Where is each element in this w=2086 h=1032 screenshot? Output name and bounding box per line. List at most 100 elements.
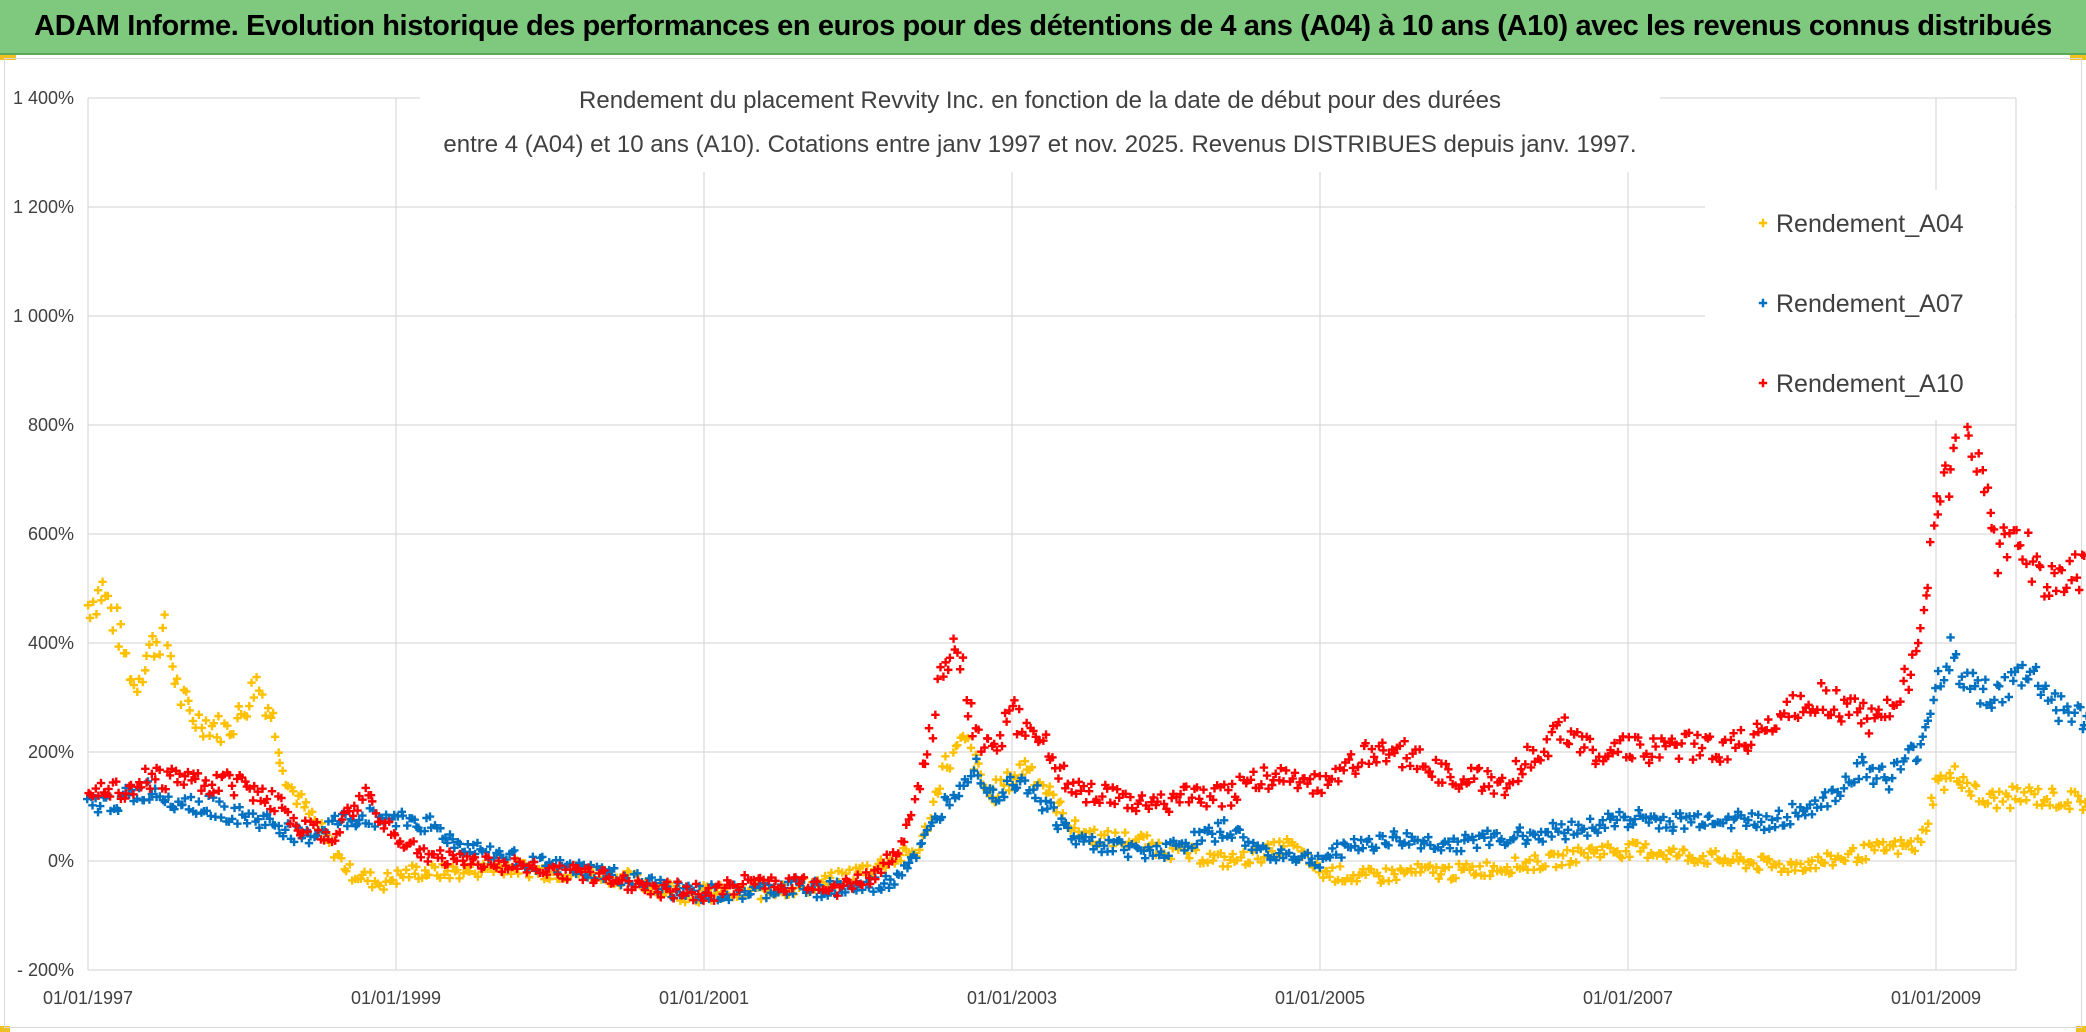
- marker-Rendement_A04: [1470, 870, 1479, 880]
- marker-Rendement_A10: [443, 859, 452, 869]
- marker-Rendement_A04: [1361, 870, 1370, 880]
- marker-Rendement_A10: [455, 849, 465, 859]
- marker-Rendement_A04: [1111, 828, 1120, 837]
- marker-Rendement_A07: [304, 838, 314, 848]
- marker-Rendement_A04: [1955, 777, 1964, 787]
- marker-Rendement_A10: [1351, 769, 1360, 778]
- marker-Rendement_A10: [1726, 735, 1736, 745]
- marker-Rendement_A07: [248, 809, 258, 818]
- x-tick-label: 01/01/2005: [1275, 988, 1365, 1008]
- marker-Rendement_A04: [1525, 855, 1534, 865]
- marker-Rendement_A10: [270, 806, 279, 816]
- marker-Rendement_A10: [1021, 731, 1030, 740]
- marker-Rendement_A07: [1933, 666, 1943, 676]
- marker-Rendement_A10: [1010, 696, 1019, 705]
- marker-Rendement_A10: [799, 873, 809, 882]
- marker-Rendement_A07: [202, 806, 211, 816]
- marker-Rendement_A07: [328, 816, 337, 826]
- marker-Rendement_A04: [473, 872, 483, 881]
- marker-Rendement_A04: [412, 862, 421, 872]
- marker-Rendement_A10: [955, 665, 965, 674]
- marker-Rendement_A04: [1333, 875, 1343, 885]
- marker-Rendement_A07: [2054, 716, 2063, 726]
- marker-Rendement_A10: [1912, 646, 1921, 656]
- marker-Rendement_A07: [1603, 809, 1613, 818]
- marker-Rendement_A07: [1968, 668, 1978, 678]
- marker-Rendement_A07: [1574, 820, 1583, 830]
- marker-Rendement_A10: [1071, 789, 1081, 798]
- marker-Rendement_A07: [1204, 823, 1214, 833]
- marker-Rendement_A07: [1424, 832, 1433, 842]
- marker-Rendement_A07: [1095, 838, 1104, 847]
- marker-Rendement_A04: [1896, 836, 1906, 845]
- marker-Rendement_A04: [1103, 827, 1112, 836]
- marker-Rendement_A04: [292, 799, 301, 809]
- marker-Rendement_A10: [740, 870, 749, 880]
- marker-Rendement_A10: [1446, 772, 1455, 782]
- marker-Rendement_A07: [1117, 838, 1126, 847]
- marker-Rendement_A10: [165, 771, 175, 780]
- marker-Rendement_A07: [903, 864, 912, 873]
- marker-Rendement_A10: [1487, 772, 1496, 782]
- marker-Rendement_A07: [1119, 845, 1129, 855]
- marker-Rendement_A04: [1924, 819, 1933, 828]
- marker-Rendement_A07: [1331, 850, 1341, 859]
- marker-Rendement_A04: [182, 687, 191, 696]
- marker-Rendement_A07: [1337, 853, 1346, 862]
- marker-Rendement_A07: [1786, 819, 1795, 829]
- marker-Rendement_A04: [1020, 757, 1030, 766]
- marker-Rendement_A04: [1583, 853, 1592, 862]
- marker-Rendement_A07: [1453, 837, 1462, 846]
- marker-Rendement_A04: [1003, 768, 1012, 777]
- marker-Rendement_A10: [129, 790, 138, 799]
- marker-Rendement_A04: [368, 882, 377, 892]
- marker-Rendement_A04: [1599, 849, 1609, 859]
- marker-Rendement_A10: [1474, 763, 1484, 773]
- marker-Rendement_A07: [1836, 791, 1845, 800]
- marker-Rendement_A10: [1715, 757, 1725, 766]
- marker-Rendement_A10: [337, 815, 347, 824]
- marker-Rendement_A10: [436, 846, 445, 855]
- marker-Rendement_A07: [1990, 695, 1999, 705]
- marker-Rendement_A10: [409, 837, 418, 846]
- marker-Rendement_A04: [185, 706, 194, 715]
- marker-Rendement_A07: [1218, 833, 1227, 842]
- marker-Rendement_A07: [823, 891, 832, 900]
- marker-Rendement_A07: [312, 831, 321, 840]
- marker-Rendement_A10: [1743, 746, 1753, 755]
- marker-Rendement_A10: [1425, 767, 1434, 776]
- marker-Rendement_A04: [435, 873, 445, 883]
- marker-Rendement_A10: [136, 783, 146, 792]
- marker-Rendement_A04: [465, 867, 474, 876]
- marker-Rendement_A10: [1972, 467, 1981, 476]
- marker-Rendement_A07: [1108, 846, 1118, 856]
- marker-Rendement_A10: [1526, 763, 1536, 772]
- marker-Rendement_A04: [1698, 851, 1708, 861]
- marker-Rendement_A04: [141, 666, 150, 675]
- marker-Rendement_A04: [1922, 826, 1931, 835]
- marker-Rendement_A10: [980, 743, 989, 752]
- marker-Rendement_A07: [1104, 835, 1113, 845]
- marker-Rendement_A07: [954, 791, 964, 801]
- marker-Rendement_A10: [1514, 776, 1523, 786]
- marker-Rendement_A04: [142, 651, 151, 661]
- marker-Rendement_A07: [1774, 806, 1784, 816]
- marker-Rendement_A07: [1810, 796, 1820, 805]
- marker-Rendement_A10: [865, 879, 875, 889]
- marker-Rendement_A04: [275, 758, 284, 768]
- marker-Rendement_A07: [1939, 675, 1949, 685]
- marker-Rendement_A07: [1654, 824, 1664, 833]
- marker-Rendement_A04: [383, 869, 392, 878]
- marker-Rendement_A07: [1043, 804, 1052, 813]
- marker-Rendement_A04: [1910, 846, 1920, 856]
- marker-Rendement_A10: [682, 882, 691, 891]
- marker-Rendement_A04: [1574, 843, 1583, 852]
- marker-Rendement_A10: [1489, 789, 1499, 798]
- marker-Rendement_A04: [1120, 828, 1130, 837]
- marker-Rendement_A04: [184, 696, 193, 706]
- marker-Rendement_A07: [289, 837, 299, 847]
- marker-Rendement_A10: [1126, 792, 1135, 802]
- marker-Rendement_A07: [1187, 843, 1197, 853]
- marker-Rendement_A04: [274, 748, 283, 757]
- marker-Rendement_A10: [2047, 561, 2057, 571]
